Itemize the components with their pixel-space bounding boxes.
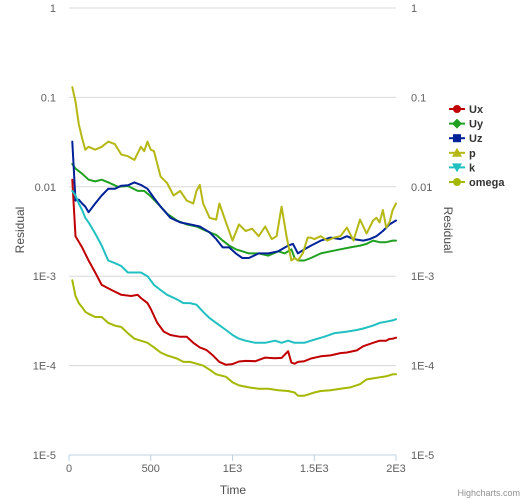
y-axis-left: 1 0.1 0.01 1E-3 1E-4 1E-5 bbox=[33, 3, 56, 462]
x-tick-label: 0 bbox=[66, 463, 72, 475]
y-axis-title-right: Residual bbox=[441, 207, 455, 254]
y-axis-title-left: Residual bbox=[13, 207, 27, 254]
legend-item-k[interactable]: k bbox=[449, 162, 476, 174]
legend-label: k bbox=[469, 162, 476, 174]
legend-marker-icon bbox=[453, 134, 461, 143]
legend-label: Uy bbox=[469, 119, 484, 131]
legend-item-Uy[interactable]: Uy bbox=[449, 118, 484, 131]
y-tick-label-left: 0.01 bbox=[35, 182, 56, 194]
y-tick-label-left: 1E-5 bbox=[33, 450, 56, 462]
x-tick-label: 2E3 bbox=[386, 463, 406, 475]
legend-marker-icon bbox=[452, 163, 462, 173]
y-axis-right: 1 0.1 0.01 1E-3 1E-4 1E-5 bbox=[411, 3, 434, 462]
legend-item-Ux[interactable]: Ux bbox=[449, 104, 484, 116]
legend-marker-icon bbox=[452, 147, 462, 157]
series-line-Uz[interactable] bbox=[71, 140, 397, 259]
y-tick-label-right: 1E-3 bbox=[411, 271, 434, 283]
legend-marker-icon bbox=[452, 118, 462, 129]
x-tick-label: 1E3 bbox=[223, 463, 243, 475]
legend-label: Uz bbox=[469, 133, 483, 145]
legend-label: Ux bbox=[469, 104, 484, 116]
x-tick-label: 1.5E3 bbox=[300, 463, 329, 475]
series-line-p[interactable] bbox=[71, 86, 397, 262]
y-tick-label-left: 1E-4 bbox=[33, 361, 56, 373]
credits[interactable]: Highcharts.com bbox=[457, 488, 520, 498]
series-lines bbox=[71, 86, 397, 397]
legend-item-p[interactable]: p bbox=[449, 147, 476, 160]
y-tick-label-right: 0.01 bbox=[411, 182, 432, 194]
series-line-k[interactable] bbox=[71, 189, 397, 344]
y-tick-label-left: 1 bbox=[50, 3, 56, 15]
legend: Ux Uy Uz pk omega bbox=[449, 104, 505, 189]
y-tick-label-right: 1 bbox=[411, 3, 417, 15]
y-tick-label-left: 0.1 bbox=[41, 92, 56, 104]
series-line-omega[interactable] bbox=[71, 279, 397, 397]
series-line-Ux[interactable] bbox=[71, 178, 397, 366]
x-axis: 0 500 1E3 1.5E3 2E3 bbox=[66, 454, 406, 475]
legend-marker-icon bbox=[453, 105, 461, 113]
series-line-Uy[interactable] bbox=[71, 163, 397, 262]
y-tick-label-left: 1E-3 bbox=[33, 271, 56, 283]
legend-label: omega bbox=[469, 177, 505, 189]
x-tick-label: 500 bbox=[142, 463, 160, 475]
legend-item-Uz[interactable]: Uz bbox=[449, 133, 483, 145]
x-axis-title: Time bbox=[220, 483, 247, 497]
y-tick-label-right: 1E-4 bbox=[411, 361, 434, 373]
legend-label: p bbox=[469, 148, 476, 160]
legend-item-omega[interactable]: omega bbox=[449, 177, 505, 189]
legend-marker-icon bbox=[453, 178, 461, 186]
y-tick-label-right: 1E-5 bbox=[411, 450, 434, 462]
y-tick-label-right: 0.1 bbox=[411, 92, 426, 104]
